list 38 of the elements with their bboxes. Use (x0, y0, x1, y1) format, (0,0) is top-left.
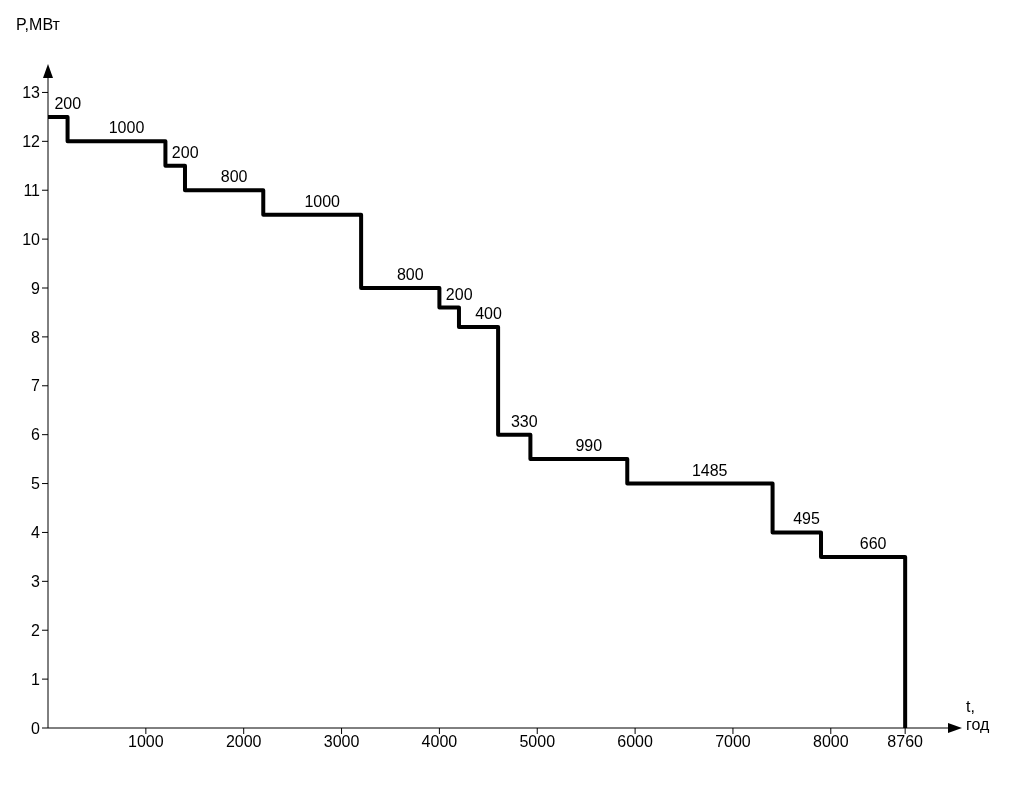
x-axis-title: t, год (966, 698, 991, 734)
annotation: 495 (793, 510, 820, 528)
annotation: 990 (575, 437, 603, 455)
y-tick-label: 1 (31, 670, 41, 688)
x-tick-label: 2000 (225, 733, 262, 751)
y-tick-label: 0 (31, 719, 41, 737)
x-tick-label: 3000 (323, 733, 360, 751)
annotation: 400 (475, 305, 502, 323)
y-tick-label: 9 (31, 279, 41, 297)
x-tick-label: 8760 (887, 733, 924, 751)
annotation: 800 (220, 168, 248, 186)
annotation: 660 (859, 534, 887, 552)
y-tick-label: 6 (31, 426, 41, 444)
y-axis-title: P,МВт (16, 16, 60, 34)
annotation: 200 (171, 143, 199, 161)
annotation: 1485 (691, 461, 728, 479)
annotation: 200 (445, 285, 473, 303)
y-tick-label: 10 (22, 230, 41, 248)
annotation: 330 (510, 412, 538, 430)
y-tick-label: 7 (31, 377, 41, 395)
x-tick-label: 5000 (519, 733, 556, 751)
annotation: 800 (396, 266, 424, 283)
annotation: 200 (54, 94, 82, 112)
y-tick-label: 3 (31, 573, 41, 591)
y-tick-label: 4 (31, 524, 41, 542)
y-tick-label: 11 (23, 181, 41, 199)
annotation: 1000 (108, 119, 145, 137)
y-tick-label: 13 (22, 84, 41, 102)
y-tick-label: 12 (22, 133, 41, 151)
annotation: 1000 (304, 192, 341, 210)
y-tick-label: 5 (31, 475, 41, 493)
y-tick-label: 8 (31, 328, 41, 346)
x-tick-label: 1000 (128, 733, 164, 751)
x-tick-label: 4000 (421, 733, 458, 751)
x-tick-label: 7000 (715, 733, 751, 751)
x-tick-label: 6000 (617, 733, 653, 751)
x-tick-label: 8000 (813, 733, 849, 751)
y-tick-label: 2 (31, 621, 41, 639)
